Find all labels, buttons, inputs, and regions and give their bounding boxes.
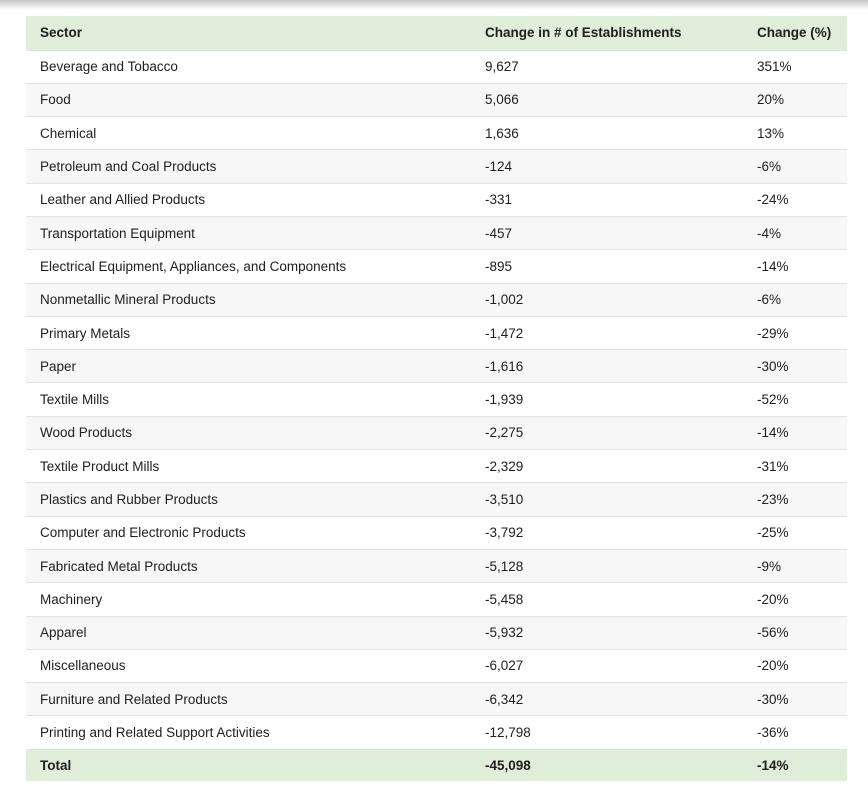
change-pct-cell: -20% (757, 582, 847, 617)
sector-change-table: Sector Change in # of Establishments Cha… (26, 16, 847, 782)
establishments-cell: -6,027 (485, 649, 757, 684)
establishments-cell: 9,627 (485, 50, 757, 84)
total-change-pct-cell: -14% (757, 749, 847, 782)
change-pct-cell: 351% (757, 50, 847, 84)
sector-cell: Beverage and Tobacco (26, 50, 485, 84)
establishments-cell: -5,932 (485, 616, 757, 650)
establishments-cell: -331 (485, 183, 757, 217)
sector-cell: Primary Metals (26, 316, 485, 351)
table-row: Nonmetallic Mineral Products -1,002 -6% (26, 283, 847, 317)
establishments-cell: -1,616 (485, 349, 757, 384)
establishments-cell: -457 (485, 216, 757, 251)
sector-cell: Electrical Equipment, Appliances, and Co… (26, 249, 485, 284)
establishments-cell: -124 (485, 149, 757, 184)
sector-cell: Petroleum and Coal Products (26, 149, 485, 184)
establishments-cell: -3,510 (485, 482, 757, 517)
sector-cell: Computer and Electronic Products (26, 516, 485, 550)
establishments-cell: -1,939 (485, 382, 757, 417)
change-pct-cell: -6% (757, 283, 847, 317)
table-row: Computer and Electronic Products -3,792 -2… (26, 516, 847, 550)
change-pct-cell: 20% (757, 83, 847, 118)
sector-cell: Transportation Equipment (26, 216, 485, 251)
sector-cell: Chemical (26, 116, 485, 151)
sector-cell: Printing and Related Support Activities (26, 715, 485, 750)
col-header-change-pct: Change (%) (757, 16, 847, 51)
change-pct-cell: -31% (757, 449, 847, 484)
establishments-cell: 1,636 (485, 116, 757, 151)
sector-cell: Fabricated Metal Products (26, 549, 485, 584)
sector-cell: Paper (26, 349, 485, 384)
change-pct-cell: -30% (757, 349, 847, 384)
change-pct-cell: 13% (757, 116, 847, 151)
total-row: Total -45,098 -14% (26, 749, 847, 782)
change-pct-cell: -52% (757, 382, 847, 417)
table-row: Food 5,066 20% (26, 83, 847, 118)
sector-cell: Machinery (26, 582, 485, 617)
table-row: Apparel -5,932 -56% (26, 616, 847, 650)
establishments-cell: -895 (485, 249, 757, 284)
table-row: Machinery -5,458 -20% (26, 582, 847, 617)
table-row: Beverage and Tobacco 9,627 351% (26, 50, 847, 84)
table-row: Chemical 1,636 13% (26, 116, 847, 151)
table-row: Textile Mills -1,939 -52% (26, 382, 847, 417)
sector-cell: Food (26, 83, 485, 118)
col-header-establishments: Change in # of Establishments (485, 16, 757, 51)
sector-cell: Wood Products (26, 416, 485, 451)
table-row: Miscellaneous -6,027 -20% (26, 649, 847, 684)
table-row: Textile Product Mills -2,329 -31% (26, 449, 847, 484)
establishments-cell: -3,792 (485, 516, 757, 550)
sector-cell: Furniture and Related Products (26, 682, 485, 717)
change-pct-cell: -29% (757, 316, 847, 351)
change-pct-cell: -30% (757, 682, 847, 717)
establishments-cell: -2,329 (485, 449, 757, 484)
change-pct-cell: -24% (757, 183, 847, 217)
table-row: Printing and Related Support Activities -… (26, 715, 847, 750)
total-establishments-cell: -45,098 (485, 749, 757, 782)
header-row: Sector Change in # of Establishments Cha… (26, 16, 847, 51)
establishments-cell: -2,275 (485, 416, 757, 451)
sector-cell: Plastics and Rubber Products (26, 482, 485, 517)
change-pct-cell: -14% (757, 416, 847, 451)
top-shadow (0, 0, 868, 10)
table-row: Paper -1,616 -30% (26, 349, 847, 384)
sector-cell: Miscellaneous (26, 649, 485, 684)
change-pct-cell: -25% (757, 516, 847, 550)
sector-cell: Apparel (26, 616, 485, 650)
total-label-cell: Total (26, 749, 485, 782)
establishments-cell: -1,002 (485, 283, 757, 317)
sector-cell: Leather and Allied Products (26, 183, 485, 217)
establishments-cell: -12,798 (485, 715, 757, 750)
table-container: Sector Change in # of Establishments Cha… (26, 16, 847, 782)
table-row: Fabricated Metal Products -5,128 -9% (26, 549, 847, 584)
table-row: Furniture and Related Products -6,342 -30% (26, 682, 847, 717)
sector-cell: Nonmetallic Mineral Products (26, 283, 485, 317)
change-pct-cell: -23% (757, 482, 847, 517)
establishments-cell: -5,458 (485, 582, 757, 617)
change-pct-cell: -36% (757, 715, 847, 750)
table-row: Petroleum and Coal Products -124 -6% (26, 149, 847, 184)
change-pct-cell: -56% (757, 616, 847, 650)
sector-cell: Textile Product Mills (26, 449, 485, 484)
change-pct-cell: -4% (757, 216, 847, 251)
table-row: Leather and Allied Products -331 -24% (26, 183, 847, 217)
table-row: Plastics and Rubber Products -3,510 -23% (26, 482, 847, 517)
change-pct-cell: -6% (757, 149, 847, 184)
col-header-sector: Sector (26, 16, 485, 51)
change-pct-cell: -20% (757, 649, 847, 684)
establishments-cell: -5,128 (485, 549, 757, 584)
establishments-cell: -1,472 (485, 316, 757, 351)
establishments-cell: 5,066 (485, 83, 757, 118)
sector-cell: Textile Mills (26, 382, 485, 417)
table-row: Transportation Equipment -457 -4% (26, 216, 847, 251)
change-pct-cell: -9% (757, 549, 847, 584)
establishments-cell: -6,342 (485, 682, 757, 717)
change-pct-cell: -14% (757, 249, 847, 284)
table-row: Wood Products -2,275 -14% (26, 416, 847, 451)
table-row: Electrical Equipment, Appliances, and Co… (26, 249, 847, 284)
table-row: Primary Metals -1,472 -29% (26, 316, 847, 351)
